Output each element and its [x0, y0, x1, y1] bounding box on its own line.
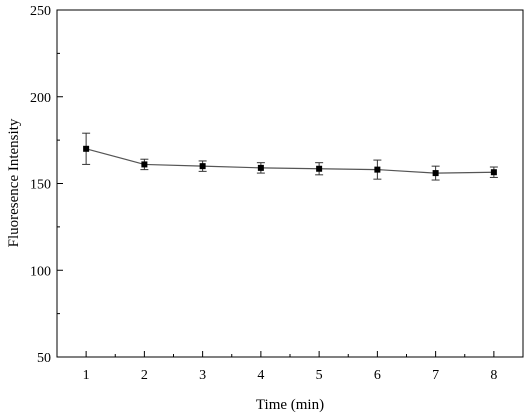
- y-axis-ticks: 50 100 150 200 250: [30, 4, 63, 366]
- y-tick-label: 200: [30, 91, 51, 106]
- x-tick-label: 1: [83, 368, 90, 383]
- data-point-marker: [490, 169, 497, 176]
- x-tick-label: 2: [141, 368, 148, 383]
- y-tick-label: 50: [37, 351, 51, 366]
- x-tick-label: 8: [490, 368, 497, 383]
- y-axis-label: Fluoresence Intensity: [6, 118, 22, 247]
- x-tick-label: 4: [257, 368, 264, 383]
- x-tick-label: 7: [432, 368, 439, 383]
- x-axis-ticks: 1 2 3 4 5 6 7 8: [56, 351, 524, 383]
- data-point-marker: [141, 161, 148, 168]
- y-tick-label: 150: [30, 178, 51, 193]
- data-point-marker: [83, 145, 90, 152]
- data-point-marker: [432, 170, 439, 177]
- data-point-marker: [316, 165, 323, 172]
- y-tick-label: 100: [30, 264, 51, 279]
- data-point-marker: [374, 166, 381, 173]
- series-line: [85, 148, 494, 174]
- x-tick-label: 5: [316, 368, 323, 383]
- data-point-marker: [257, 164, 264, 171]
- data-point-marker: [199, 163, 206, 170]
- y-tick-label: 250: [30, 4, 51, 19]
- x-tick-label: 3: [199, 368, 206, 383]
- plot-frame: [56, 9, 524, 358]
- series-layer: [82, 132, 498, 181]
- x-axis-label: Time (min): [256, 397, 324, 413]
- x-tick-label: 6: [374, 368, 381, 383]
